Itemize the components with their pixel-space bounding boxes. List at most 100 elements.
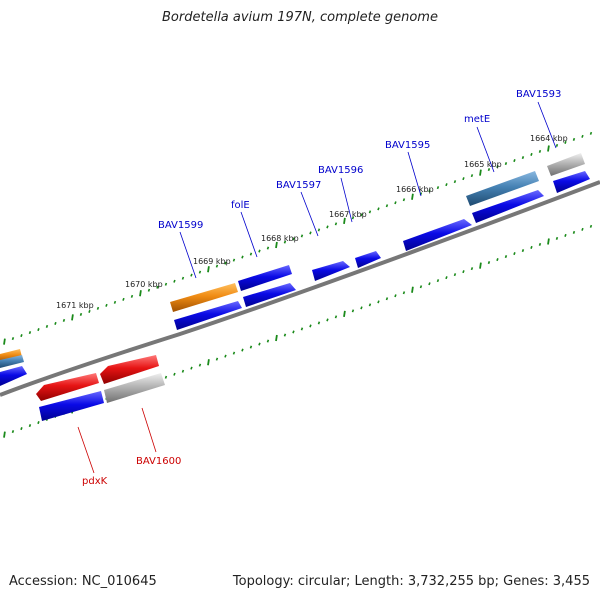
- major-tick: [547, 238, 550, 245]
- accession-text: Accession: NC_010645: [9, 574, 157, 589]
- major-tick: [547, 145, 550, 152]
- major-tick: [343, 310, 346, 318]
- minor-tick: [470, 267, 474, 271]
- leader-line: [407, 151, 422, 197]
- gene-label[interactable]: folE: [231, 200, 250, 211]
- minor-tick: [360, 306, 363, 310]
- minor-tick: [113, 300, 117, 304]
- gene-arrow[interactable]: [472, 190, 544, 223]
- major-tick: [207, 266, 210, 273]
- minor-tick: [37, 328, 40, 332]
- gene-arrow[interactable]: [403, 219, 472, 251]
- minor-tick: [283, 333, 287, 337]
- gene-arrow[interactable]: [39, 391, 104, 421]
- minor-tick: [11, 430, 15, 434]
- minor-tick: [326, 318, 329, 322]
- major-tick: [411, 286, 414, 293]
- gene-arrow[interactable]: [0, 355, 24, 368]
- minor-tick: [28, 331, 32, 335]
- major-tick: [3, 431, 6, 438]
- major-tick: [207, 359, 210, 366]
- map-title: Bordetella avium 197N, complete genome: [162, 10, 438, 25]
- minor-tick: [45, 324, 49, 328]
- forward-strand-genes: [0, 153, 590, 386]
- minor-tick: [20, 334, 23, 338]
- minor-tick: [292, 237, 295, 241]
- gene-arrow[interactable]: [243, 283, 296, 307]
- gene-arrow[interactable]: [466, 171, 539, 206]
- gene-label[interactable]: pdxK: [82, 476, 108, 487]
- gene-label[interactable]: BAV1599: [158, 220, 203, 231]
- minor-tick: [521, 249, 525, 253]
- minor-tick: [181, 369, 185, 373]
- minor-tick: [360, 213, 363, 217]
- minor-tick: [504, 162, 508, 166]
- gene-label[interactable]: BAV1597: [276, 180, 321, 191]
- minor-tick: [351, 216, 355, 220]
- minor-tick: [11, 337, 15, 341]
- minor-tick: [581, 134, 584, 138]
- gene-label[interactable]: BAV1600: [136, 456, 181, 467]
- minor-tick: [96, 306, 100, 310]
- minor-tick: [428, 189, 431, 193]
- minor-tick: [513, 159, 516, 163]
- gene-label[interactable]: BAV1596: [318, 165, 363, 176]
- minor-tick: [105, 303, 108, 307]
- gene-arrow[interactable]: [170, 283, 238, 312]
- major-tick: [411, 193, 414, 200]
- minor-tick: [241, 255, 244, 259]
- gene-arrow[interactable]: [312, 261, 350, 281]
- gene-arrow[interactable]: [0, 366, 27, 386]
- gene-label[interactable]: BAV1593: [516, 89, 561, 100]
- minor-tick: [198, 270, 202, 274]
- leader-line: [179, 231, 197, 279]
- gene-arrow[interactable]: [104, 373, 165, 403]
- gene-arrow[interactable]: [553, 171, 590, 193]
- major-tick: [479, 262, 482, 269]
- major-tick: [479, 169, 482, 176]
- gene-labels: BAV1599 folE BAV1597 BAV1596 BAV1595 met…: [82, 89, 561, 487]
- minor-tick: [470, 174, 474, 178]
- topology-text: Topology: circular; Length: 3,732,255 bp…: [232, 574, 590, 589]
- minor-tick: [300, 234, 304, 238]
- reverse-strand-genes: [36, 355, 165, 421]
- minor-tick: [538, 242, 542, 246]
- major-tick: [139, 290, 142, 297]
- minor-tick: [181, 276, 185, 280]
- minor-tick: [445, 183, 448, 187]
- minor-tick: [453, 180, 457, 184]
- minor-tick: [334, 315, 338, 319]
- kbp-label: 1666 kbp: [396, 185, 434, 194]
- leader-line: [476, 126, 495, 173]
- minor-tick: [504, 255, 508, 259]
- minor-tick: [555, 236, 559, 240]
- minor-tick: [530, 152, 533, 156]
- gene-arrow[interactable]: [100, 355, 159, 384]
- minor-tick: [232, 258, 236, 262]
- gene-arrow[interactable]: [174, 301, 242, 330]
- minor-tick: [156, 285, 159, 289]
- major-tick: [275, 334, 278, 342]
- kbp-label: 1669 kbp: [193, 257, 231, 266]
- leader-line: [141, 407, 157, 453]
- minor-tick: [173, 372, 176, 376]
- gene-label[interactable]: BAV1595: [385, 140, 430, 151]
- leader-line: [537, 101, 557, 149]
- gene-label[interactable]: metE: [464, 114, 490, 125]
- gene-arrow[interactable]: [238, 265, 292, 291]
- gene-arrow[interactable]: [36, 373, 99, 401]
- minor-tick: [326, 225, 329, 229]
- leader-line: [300, 191, 319, 237]
- minor-tick: [402, 198, 406, 202]
- minor-tick: [317, 228, 321, 232]
- minor-tick: [147, 288, 151, 292]
- kbp-label: 1670 kbp: [125, 280, 163, 289]
- major-tick: [71, 314, 74, 321]
- minor-tick: [224, 354, 227, 358]
- gene-arrow[interactable]: [547, 153, 585, 176]
- kbp-label: 1665 kbp: [464, 160, 502, 169]
- minor-tick: [394, 294, 397, 298]
- gene-arrow[interactable]: [355, 251, 381, 268]
- minor-tick: [215, 264, 219, 268]
- minor-tick: [309, 324, 312, 328]
